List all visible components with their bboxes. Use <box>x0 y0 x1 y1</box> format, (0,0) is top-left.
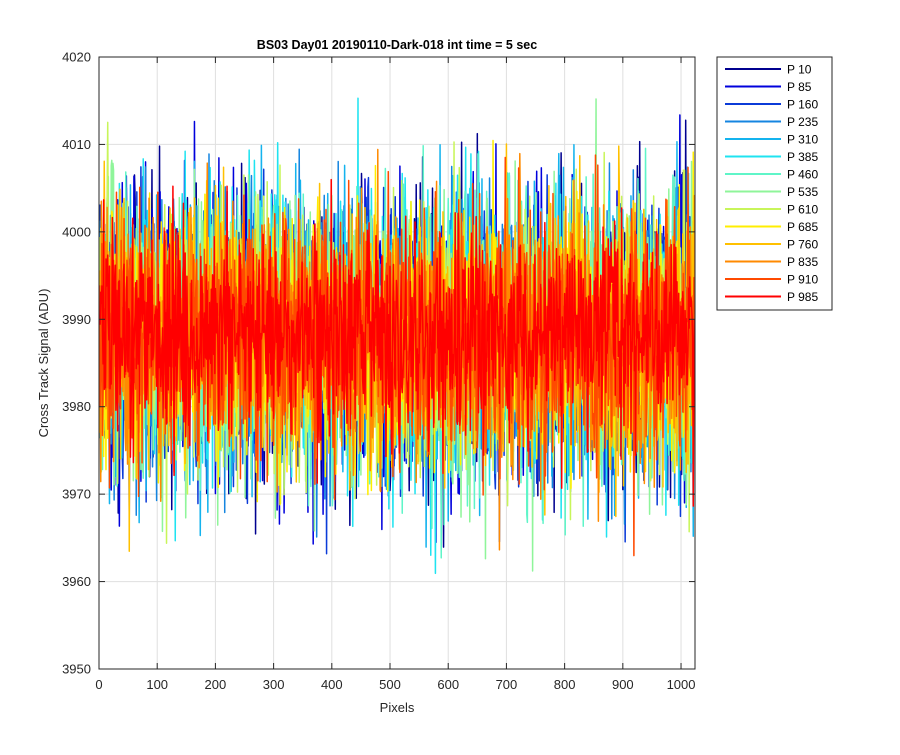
legend-label: P 85 <box>787 80 812 94</box>
y-tick-label: 4010 <box>62 137 91 152</box>
x-tick-label: 500 <box>379 677 401 692</box>
legend-label: P 310 <box>787 133 818 147</box>
x-tick-label: 900 <box>612 677 634 692</box>
plot-frame <box>98 56 696 670</box>
x-tick-label: 1000 <box>667 677 696 692</box>
x-tick-label: 100 <box>146 677 168 692</box>
legend-label: P 460 <box>787 168 818 182</box>
y-tick-label: 3980 <box>62 399 91 414</box>
legend-label: P 10 <box>787 63 812 77</box>
y-tick-label: 4000 <box>62 224 91 239</box>
legend-label: P 910 <box>787 273 818 287</box>
x-tick-label: 200 <box>205 677 227 692</box>
x-tick-label: 700 <box>496 677 518 692</box>
x-tick-label: 600 <box>437 677 459 692</box>
legend-label: P 985 <box>787 290 818 304</box>
legend-label: P 385 <box>787 150 818 164</box>
y-tick-label: 3960 <box>62 574 91 589</box>
tick-layer: 0 100 200 300 400 500 600 700 800 900 1000 3950 3960… <box>62 50 695 693</box>
y-axis-label: Cross Track Signal (ADU) <box>36 289 51 438</box>
chart-title: BS03 Day01 20190110-Dark-018 int time = … <box>257 38 537 52</box>
legend-label: P 835 <box>787 255 818 269</box>
legend-label: P 535 <box>787 185 818 199</box>
x-axis-label: Pixels <box>380 700 415 715</box>
y-tick-label: 4020 <box>62 50 91 65</box>
legend-label: P 610 <box>787 203 818 217</box>
y-tick-label: 3950 <box>62 662 91 677</box>
legend-label: P 235 <box>787 115 818 129</box>
legend-label: P 685 <box>787 220 818 234</box>
x-tick-label: 800 <box>554 677 576 692</box>
x-tick-label: 300 <box>263 677 285 692</box>
x-tick-label: 400 <box>321 677 343 692</box>
series-layer <box>99 97 695 575</box>
legend: P 10 P 85 P 160 P 235 P 310 P 385 P 460 P 535 P … <box>716 56 833 311</box>
series-line-p985 <box>99 178 695 507</box>
x-tick-label: 0 <box>95 677 102 692</box>
legend-label: P 160 <box>787 98 818 112</box>
legend-label: P 760 <box>787 238 818 252</box>
y-tick-label: 3970 <box>62 487 91 502</box>
legend-box <box>716 56 833 311</box>
y-tick-label: 3990 <box>62 312 91 327</box>
